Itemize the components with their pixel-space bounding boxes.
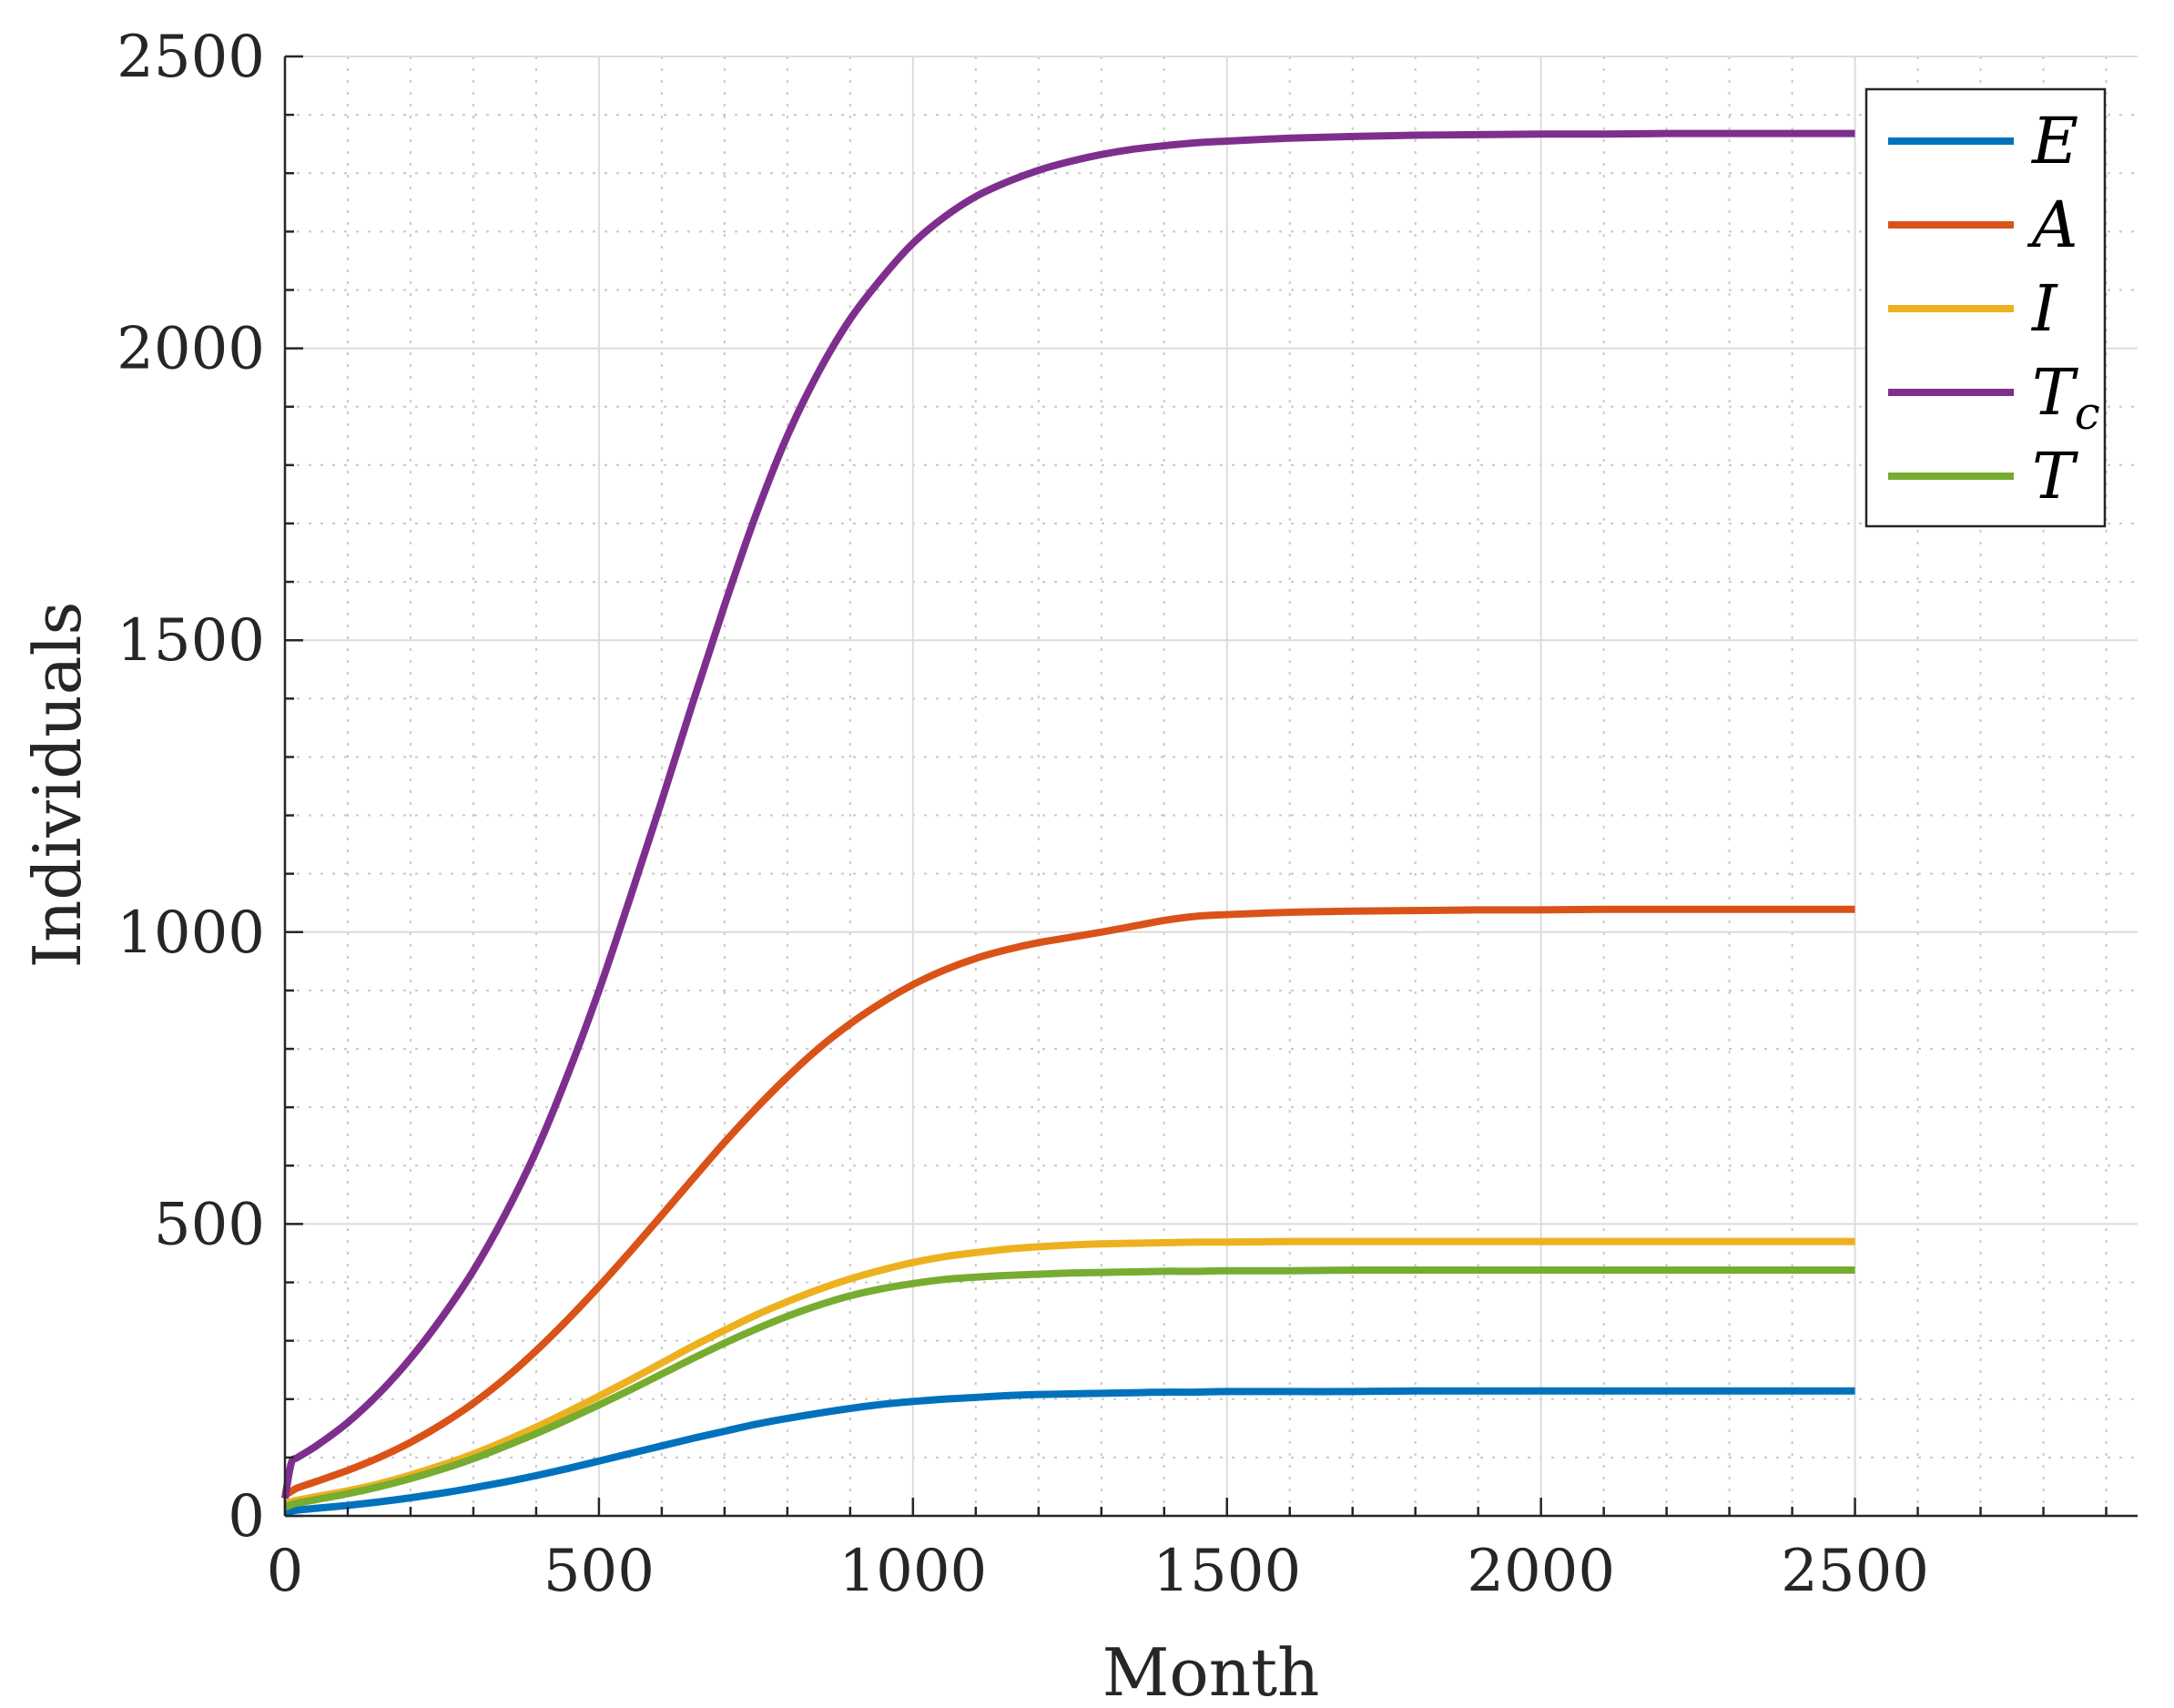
series-line-a [282,905,1855,1499]
series-line-t [283,1266,1855,1511]
minor-grid [285,56,2138,1516]
x-tick-label: 1000 [838,1538,987,1605]
y-tick-label: 1000 [117,900,265,967]
y-tick-label: 0 [228,1483,265,1550]
axes [283,55,2138,1518]
series-line-tc [281,129,1855,1500]
series-line-e [283,1387,1855,1517]
tick-labels: 0 500 1000 1500 2000 2500 0 500 1000 1500 2000 2500 [117,24,1929,1605]
x-tick-label: 1500 [1153,1538,1301,1605]
series-line-i [283,1237,1855,1508]
y-tick-label: 1500 [117,607,265,675]
x-tick-label: 2000 [1467,1538,1615,1605]
x-tick-label: 500 [544,1538,655,1605]
x-tick-label: 0 [267,1538,304,1605]
legend-label-tc: Tc [2032,355,2100,440]
legend: EAI TcT [1864,87,2107,528]
y-tick-label: 2000 [117,316,265,383]
y-tick-label: 2500 [117,24,265,91]
y-axis-label: Individuals [19,602,96,969]
x-tick-label: 2500 [1781,1538,1929,1605]
legend-label-a: A [2027,188,2078,262]
series-lines [281,129,1855,1517]
y-tick-label: 500 [154,1191,265,1258]
legend-label-e: E [2030,104,2078,178]
legend-label-t: T [2032,439,2078,513]
legend-label-i: I [2030,271,2058,346]
x-axis-label: Month [1102,1634,1320,1708]
